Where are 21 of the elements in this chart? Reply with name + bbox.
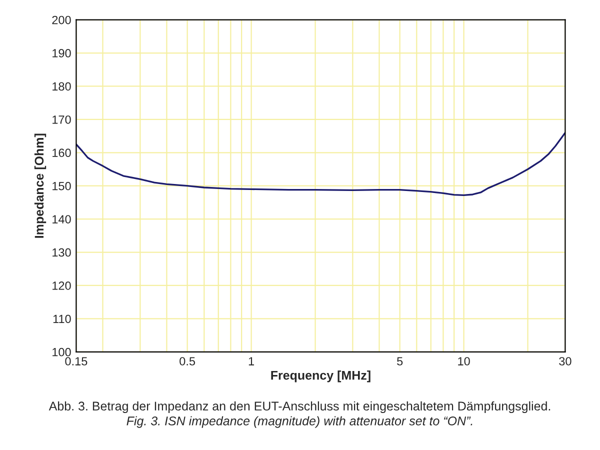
x-tick-label: 5 [397, 357, 403, 366]
y-tick-label: 170 [52, 115, 71, 124]
y-tick-label: 150 [52, 182, 71, 190]
y-tick-label: 160 [52, 148, 71, 158]
x-tick-label: 0.15 [65, 357, 88, 366]
y-tick-label: 140 [52, 215, 71, 224]
y-tick-label: 200 [52, 16, 71, 24]
y-tick-label: 120 [52, 282, 71, 290]
x-tick-label: 0.5 [180, 357, 196, 366]
y-tick-label: 100 [52, 348, 71, 356]
caption: Abb. 3. Betrag der Impedanz an den EUT-Anschluss mit eingeschaltetem Dämpfungsglied. [48, 401, 550, 413]
x-axis-title: Frequency [MHz] [271, 370, 370, 382]
x-tick-label: 10 [458, 357, 470, 366]
x-tick-label: 30 [559, 357, 572, 366]
y-tick-label: 190 [52, 49, 71, 58]
y-axis-title: Impedance [Ohm] [34, 134, 46, 238]
y-tick-label: 130 [52, 248, 71, 257]
y-tick-label: 110 [53, 314, 71, 324]
y-tick-label: 180 [52, 82, 71, 91]
x-tick-label: 1 [248, 357, 254, 366]
caption: Fig. 3. ISN impedance (magnitude) with attenuator set to “ON”. [126, 416, 472, 428]
